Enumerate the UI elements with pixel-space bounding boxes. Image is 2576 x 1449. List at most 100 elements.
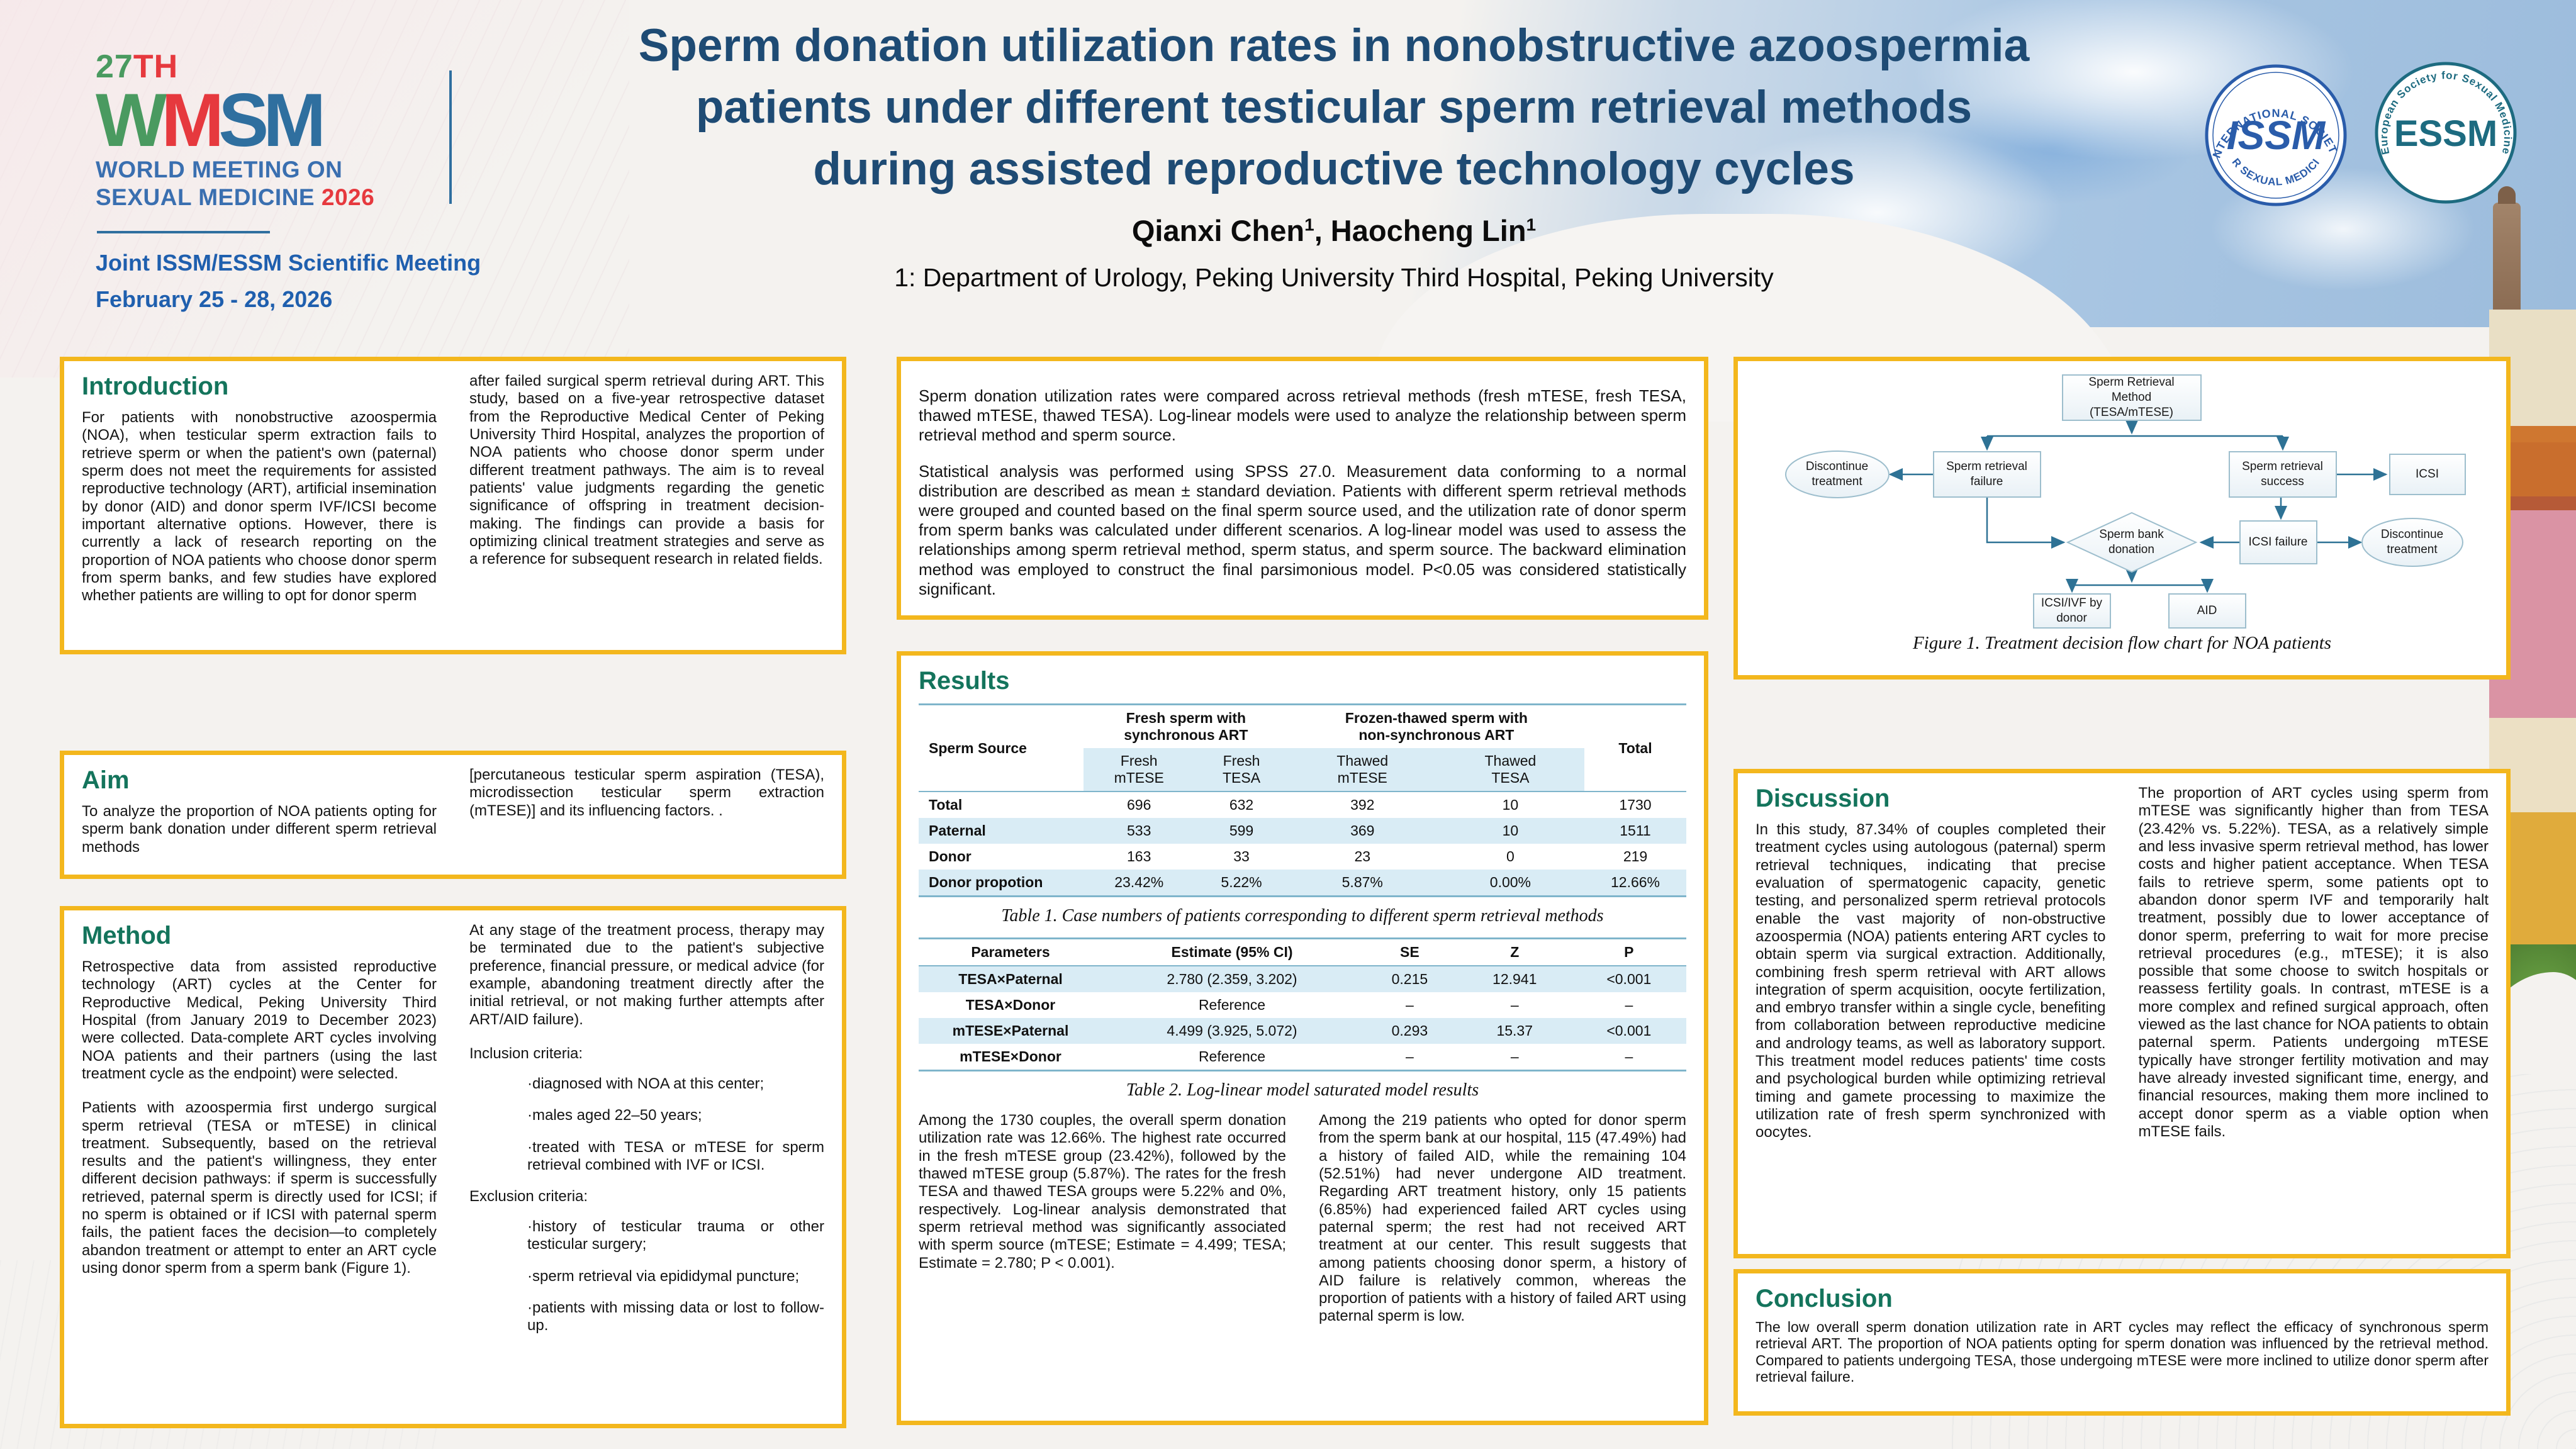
poster-title-line-2: patients under different testicular sper… (695, 81, 1973, 133)
table-cell: 599 (1229, 822, 1254, 839)
author-2: , Haocheng Lin (1314, 214, 1526, 248)
node-shape-discontinue-1 (1784, 450, 1890, 498)
table-row: Donor 163 33 23 0 219 (919, 844, 1686, 870)
connector-failure-bank (1986, 497, 2065, 549)
table-cell: 10 (1502, 797, 1519, 813)
table-cell: 12.941 (1492, 971, 1537, 987)
wmsm-letter-s: S (218, 78, 269, 162)
node-discontinue-treatment-1: Discontinue treatment (1805, 460, 1869, 488)
exclusion-criterion-2: ·sperm retrieval via epididymal puncture… (527, 1267, 800, 1285)
table-1: Sperm Source Fresh sperm with synchronou… (919, 703, 1686, 897)
flowchart-shapes (1784, 374, 2466, 629)
city-photo-tower (2493, 186, 2521, 316)
node-shape-success (2228, 451, 2337, 498)
table-cell: 219 (1623, 848, 1648, 864)
table-2-header: Parameters (971, 944, 1050, 960)
node-sperm-retrieval-success: Sperm retrieval success (2242, 460, 2323, 488)
author-1: Qianxi Chen (1131, 214, 1305, 248)
table-1-row-label: Donor propotion (929, 874, 1043, 890)
table-2-header: SE (1400, 944, 1420, 960)
results-heading: Results (919, 667, 1010, 695)
table-cell: 15.37 (1496, 1022, 1533, 1039)
inclusion-criterion-3: ·treated with TESA or mTESE for sperm re… (527, 1138, 824, 1173)
table-1-row-label: Total (929, 797, 963, 813)
table-cell: 5.22% (1221, 874, 1262, 890)
table-2: Parameters Estimate (95% CI) SE Z P TESA… (919, 937, 1686, 1071)
table-cell: 0 (1506, 848, 1515, 864)
table-cell: – (1405, 997, 1414, 1013)
exclusion-criteria-label: Exclusion criteria: (469, 1188, 588, 1206)
aim-text-col2: [percutaneous testicular sperm aspiratio… (469, 766, 824, 819)
table-cell: 5.87% (1341, 874, 1383, 890)
table-row: mTESE×Paternal 4.499 (3.925, 5.072) 0.29… (919, 1018, 1686, 1044)
node-shape-icsi (2388, 454, 2466, 495)
joint-meeting-label: Joint ISSM/ESSM Scientific Meeting (96, 249, 481, 276)
table-1-row-label: Donor (929, 848, 972, 864)
table-cell: 632 (1229, 797, 1254, 813)
table-cell: TESA×Donor (965, 997, 1056, 1013)
node-icsi-ivf-by-donor: ICSI/IVF by donor (2041, 596, 2103, 625)
node-shape-retrieval-method (2061, 374, 2202, 421)
table-cell: mTESE×Paternal (952, 1022, 1069, 1039)
wmsm-th: TH (133, 48, 179, 85)
table-cell: – (1625, 1048, 1633, 1065)
wmsm-letter-w: W (96, 78, 167, 162)
table-cell: – (1405, 1048, 1414, 1065)
conclusion-heading: Conclusion (1756, 1285, 1893, 1312)
method-section: Method Retrospective data from assisted … (60, 906, 846, 1428)
table-cell: 1511 (1620, 822, 1651, 839)
table-cell: – (1510, 1048, 1519, 1065)
aim-text-col1: To analyze the proportion of NOA patient… (82, 803, 437, 856)
table-2-header-row: Parameters Estimate (95% CI) SE Z P (919, 939, 1686, 966)
table-row: Total 696 632 392 10 1730 (919, 792, 1686, 818)
background-texture-left (0, 0, 629, 378)
author-1-affiliation-mark: 1 (1304, 215, 1314, 235)
table-cell: 696 (1127, 797, 1151, 813)
table-cell: 23.42% (1114, 874, 1164, 890)
table-1-caption: Table 1. Case numbers of patients corres… (1001, 906, 1604, 926)
inclusion-criteria-label: Inclusion criteria: (469, 1044, 583, 1062)
table-1-row-label: Paternal (929, 822, 986, 839)
table-row: Donor propotion 23.42% 5.22% 5.87% 0.00%… (919, 870, 1686, 897)
affiliation: 1: Department of Urology, Peking Univers… (894, 263, 1774, 293)
table-1-subheader-fresh-tesa: Fresh TESA (1194, 748, 1289, 792)
table-cell: Reference (1198, 1048, 1266, 1065)
wmsm-subtitle-2-text: SEXUAL MEDICINE (96, 184, 315, 211)
inclusion-criterion-1: ·diagnosed with NOA at this center; (527, 1075, 764, 1092)
essm-ring (2375, 62, 2517, 204)
method-heading: Method (82, 922, 172, 949)
table-cell: – (1510, 997, 1519, 1013)
conclusion-text: The low overall sperm donation utilizati… (1756, 1319, 2489, 1385)
table-cell: Reference (1198, 997, 1266, 1013)
exclusion-criterion-1: ·history of testicular trauma or other t… (527, 1218, 824, 1253)
inclusion-criterion-2: ·males aged 22–50 years; (527, 1107, 702, 1124)
meeting-dates: February 25 - 28, 2026 (96, 286, 333, 312)
stats-paragraph-2: Statistical analysis was performed using… (919, 461, 1686, 598)
stats-paragraph-1: Sperm donation utilization rates were co… (919, 386, 1686, 445)
conclusion-section: Conclusion The low overall sperm donatio… (1733, 1269, 2511, 1416)
node-icsi: ICSI (2416, 467, 2439, 481)
wmsm-year: 2026 (321, 184, 375, 211)
introduction-text-col1: For patients with nonobstructive azoospe… (82, 409, 437, 605)
wmsm-27th: 27TH (96, 50, 498, 83)
introduction-heading: Introduction (82, 372, 229, 400)
table-2-header: P (1624, 944, 1634, 960)
method-paragraph-1: Retrospective data from assisted reprodu… (82, 958, 437, 1082)
table-1-subheader-fresh-mtese: Fresh mTESE (1084, 748, 1195, 792)
introduction-text-col2: after failed surgical sperm retrieval du… (469, 372, 824, 568)
table-cell: 10 (1502, 822, 1519, 839)
wmsm-logo: 27TH WMSM WORLD MEETING ON SEXUAL MEDICI… (96, 50, 498, 313)
table-cell: 2.780 (2.359, 3.202) (1167, 971, 1297, 987)
table-row: TESA×Donor Reference – – – (919, 992, 1686, 1018)
table-1-subheader-thawed-mtese: Thawed mTESE (1288, 748, 1436, 792)
table-1-total-header: Total (1618, 739, 1652, 756)
node-shape-ivf-donor (2032, 593, 2111, 629)
issm-logo: INTERNATIONAL SOCIETY FOR SEXUAL MEDICIN… (2199, 53, 2348, 211)
node-sperm-retrieval-failure: Sperm retrieval failure (1946, 460, 2027, 488)
node-aid: AID (2197, 604, 2217, 618)
wmsm-subtitle-2: SEXUAL MEDICINE 2026 (96, 184, 498, 211)
table-row: TESA×Paternal 2.780 (2.359, 3.202) 0.215… (919, 966, 1686, 992)
table-row: mTESE×Donor Reference – – – (919, 1044, 1686, 1071)
table-cell: – (1625, 997, 1633, 1013)
node-shape-aid (2168, 593, 2246, 629)
